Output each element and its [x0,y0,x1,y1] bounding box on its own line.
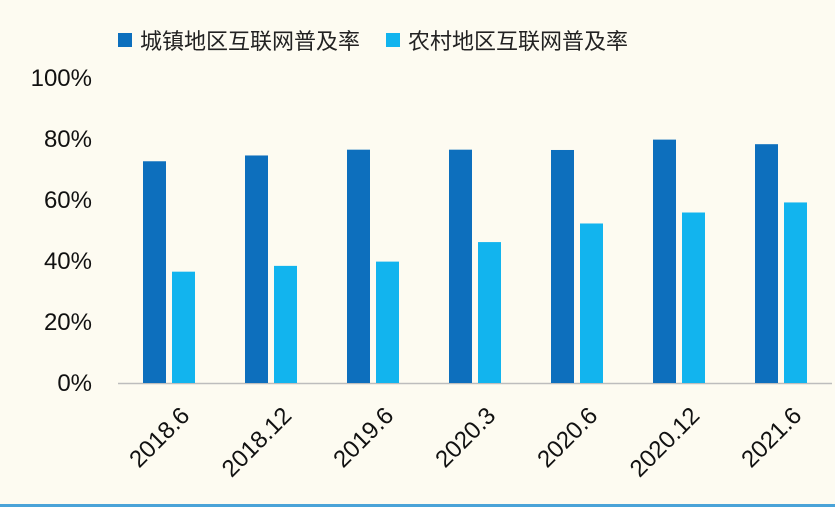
x-tick-label: 2020.6 [532,402,603,473]
bar-rural [784,202,807,383]
legend: 城镇地区互联网普及率 农村地区互联网普及率 [118,24,628,56]
y-tick-label: 40% [44,248,92,275]
bar-rural [274,265,297,383]
y-tick-label: 0% [57,370,92,397]
bar-urban [347,149,370,383]
x-tick-label: 2018.12 [217,402,297,482]
x-tick-label: 2020.12 [625,402,705,482]
legend-swatch-rural [386,33,401,47]
bar-urban [551,149,574,383]
legend-item-urban: 城镇地区互联网普及率 [118,24,360,56]
legend-label-urban: 城镇地区互联网普及率 [140,30,361,55]
bar-urban [449,149,472,383]
y-tick-label: 20% [44,309,92,336]
bar-urban [755,144,778,383]
x-tick-label: 2021.6 [736,402,807,473]
x-tick-label: 2018.6 [124,402,195,473]
legend-swatch-urban [118,33,132,47]
x-tick-label: 2020.3 [430,402,501,473]
x-tick-label: 2019.6 [328,402,399,473]
bar-rural [682,212,705,383]
bar-rural [580,223,603,383]
bar-urban [245,155,268,383]
bar-rural [172,271,195,383]
legend-label-rural: 农村地区互联网普及率 [408,30,629,55]
y-tick-label: 60% [44,187,92,214]
bar-rural [478,242,501,383]
y-tick-label: 80% [44,126,92,153]
y-tick-label: 100% [31,65,92,92]
bar-urban [653,139,676,383]
bar-urban [143,161,166,383]
bar-rural [376,261,399,383]
legend-item-rural: 农村地区互联网普及率 [386,24,628,56]
